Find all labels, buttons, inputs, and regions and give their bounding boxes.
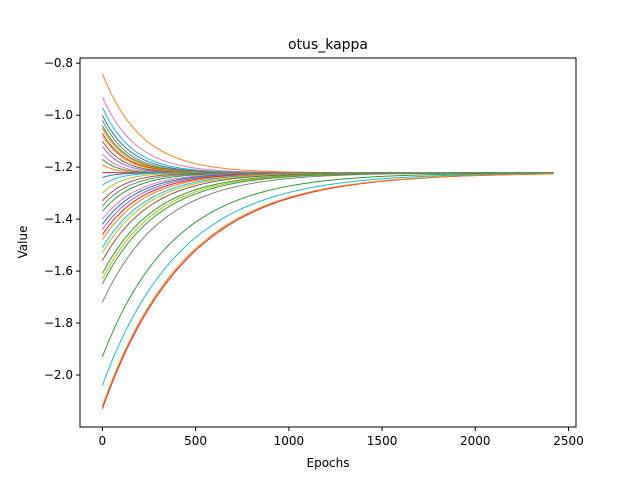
y-tick-label: −1.0 [44,108,73,122]
y-tick-label: −0.8 [44,56,73,70]
x-tick-label: 1500 [367,434,398,448]
series-line-34 [101,172,554,358]
x-tick-label: 2000 [460,434,491,448]
x-tick-label: 2500 [553,434,584,448]
plot-frame [79,57,577,428]
y-axis: −2.0 −1.8 −1.6 −1.4 −1.2 −1.0 −0.8 [44,56,80,382]
series-line-37 [101,173,554,407]
x-tick-label: 1000 [274,434,305,448]
series-line-33 [101,172,554,303]
chart-title: otus_kappa [288,37,368,53]
y-tick-label: −1.8 [44,316,73,330]
y-tick-label: −1.4 [44,212,73,226]
y-tick-label: −1.2 [44,160,73,174]
x-tick-label: 0 [99,434,107,448]
series-line-35 [101,173,554,386]
y-tick-label: −2.0 [44,368,73,382]
series-layer [101,73,554,409]
x-axis: 0 500 1000 1500 2000 2500 [99,427,584,448]
x-axis-label: Epochs [307,456,350,470]
y-tick-label: −1.6 [44,264,73,278]
x-tick-label: 500 [184,434,207,448]
y-axis-label: Value [16,226,30,259]
